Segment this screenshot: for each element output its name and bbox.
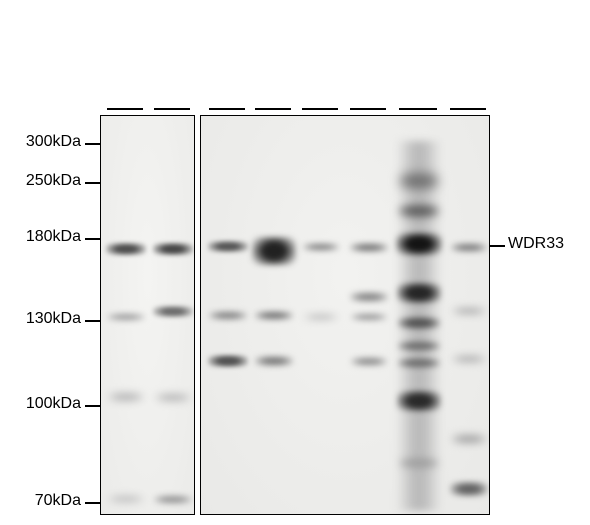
ladder-tick <box>85 238 100 240</box>
ladder-tick <box>85 143 100 145</box>
band <box>350 243 388 252</box>
band <box>398 341 440 351</box>
band <box>252 237 296 265</box>
lane-underline <box>399 108 437 110</box>
lane-underline <box>209 108 245 110</box>
band <box>106 243 146 255</box>
band <box>399 458 439 468</box>
band <box>351 357 387 366</box>
band <box>155 393 191 402</box>
band <box>350 292 388 302</box>
band <box>303 243 339 251</box>
band <box>304 314 338 320</box>
ladder-label: 250kDa <box>11 172 81 190</box>
band <box>398 172 440 190</box>
ladder-tick <box>85 502 100 504</box>
band <box>208 355 248 367</box>
lane-labels-area: HeLaHepG2U-87MGMCF7Mouse testisMouse thy… <box>0 0 590 120</box>
band <box>450 482 488 496</box>
band <box>398 204 440 218</box>
lane-underline <box>107 108 143 110</box>
band <box>153 306 193 317</box>
band <box>397 283 441 303</box>
band <box>397 391 441 411</box>
band <box>451 434 487 444</box>
band <box>255 311 293 320</box>
band <box>452 355 486 363</box>
band <box>153 243 193 255</box>
lane-underline <box>154 108 190 110</box>
band <box>396 233 442 255</box>
band <box>108 392 144 402</box>
blot-panel-0 <box>100 115 195 515</box>
lane-underline <box>350 108 386 110</box>
ladder-tick <box>85 182 100 184</box>
ladder-label: 130kDa <box>11 310 81 328</box>
band <box>398 317 440 329</box>
band <box>108 495 144 503</box>
band <box>351 313 387 321</box>
ladder-tick <box>85 320 100 322</box>
right-tick <box>490 245 505 247</box>
ladder-label: 180kDa <box>11 228 81 246</box>
ladder-label: 100kDa <box>11 395 81 413</box>
ladder-label: 70kDa <box>11 492 81 510</box>
lane-underline <box>450 108 486 110</box>
band <box>255 356 293 366</box>
band <box>208 241 248 252</box>
lane-underline <box>302 108 338 110</box>
band <box>398 358 440 368</box>
ladder-label: 300kDa <box>11 133 81 151</box>
band <box>209 311 247 320</box>
band <box>451 243 487 252</box>
ladder-tick <box>85 405 100 407</box>
band <box>107 313 145 321</box>
band <box>452 307 486 315</box>
target-label: WDR33 <box>508 235 564 253</box>
lane-underline <box>255 108 291 110</box>
blot-panel-1 <box>200 115 490 515</box>
band <box>154 495 192 504</box>
blot-figure: HeLaHepG2U-87MGMCF7Mouse testisMouse thy… <box>0 0 590 525</box>
